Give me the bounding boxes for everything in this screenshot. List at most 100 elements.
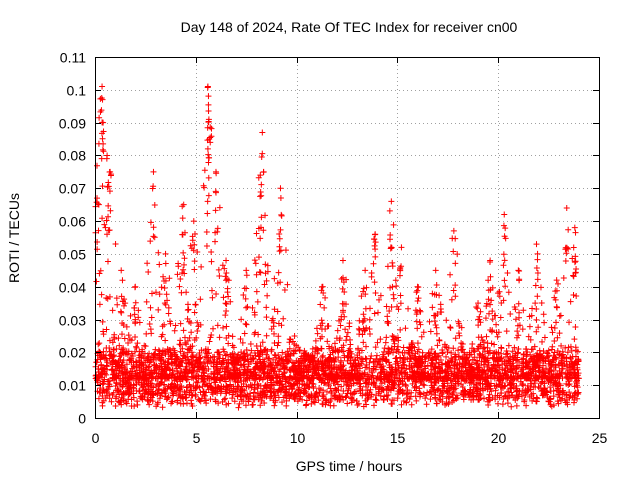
data-point [335,387,342,394]
data-point [161,381,168,388]
data-point [572,229,579,236]
data-point [556,312,563,319]
data-point [455,330,462,337]
data-point [156,386,163,393]
data-point [245,363,252,370]
data-point [444,359,451,366]
data-point [552,379,559,386]
data-point [247,381,254,388]
x-tick-label: 5 [193,430,201,446]
data-point [447,271,454,278]
data-point [223,300,230,307]
data-point [234,379,241,386]
data-point [372,253,379,260]
data-point [235,351,242,358]
data-point [502,382,509,389]
data-point [238,316,245,323]
data-point [366,389,373,396]
data-point [526,393,533,400]
data-point [328,396,335,403]
data-point [165,310,172,317]
data-point [516,276,523,283]
data-point [520,307,527,314]
data-point [374,375,381,382]
data-point [253,363,260,370]
data-point [316,373,323,380]
data-point [448,384,455,391]
data-point [383,303,390,310]
data-point [412,356,419,363]
data-point [206,338,213,345]
data-point [291,360,298,367]
y-tick-label: 0.1 [67,83,87,99]
data-point [452,353,459,360]
data-point [450,227,457,234]
data-point [572,269,579,276]
data-point [99,96,106,103]
data-point [99,135,106,142]
data-point [205,174,212,181]
data-point [343,333,350,340]
data-point [366,359,373,366]
data-point [419,375,426,382]
y-tick-label: 0.03 [59,313,86,329]
data-point [258,181,265,188]
data-point [242,320,249,327]
data-point [134,340,141,347]
data-point [383,392,390,399]
data-point [412,307,419,314]
data-point [555,400,562,407]
data-point [221,265,228,272]
data-point [364,371,371,378]
x-tick-label: 10 [290,430,306,446]
data-point [217,390,224,397]
data-point [277,185,284,192]
data-point [222,368,229,375]
data-point [148,314,155,321]
data-point [538,299,545,306]
data-point [310,357,317,364]
data-point [560,275,567,282]
data-point [177,400,184,407]
data-point [482,315,489,322]
data-point [136,362,143,369]
data-point [144,260,151,267]
data-point [251,311,258,318]
data-point [460,396,467,403]
data-point [566,319,573,326]
data-point [507,311,514,318]
data-point [263,332,270,339]
data-point [236,400,243,407]
data-point [276,248,283,255]
data-point [207,139,214,146]
data-point [172,362,179,369]
data-point [115,358,122,365]
data-point [118,267,125,274]
data-point [109,353,116,360]
data-point [456,332,463,339]
data-point [492,358,499,365]
data-point [105,179,112,186]
data-point [175,263,182,270]
data-point [325,322,332,329]
data-point [441,383,448,390]
data-point [131,304,138,311]
data-point [150,374,157,381]
data-point [164,359,171,366]
data-point [389,263,396,270]
data-point [522,346,529,353]
data-point [238,383,245,390]
data-point [240,292,247,299]
data-point [103,371,110,378]
data-point [384,383,391,390]
data-point [568,347,575,354]
data-point [264,292,271,299]
data-point [504,375,511,382]
data-point [423,401,430,408]
data-point [312,394,319,401]
data-point [539,338,546,345]
data-point [243,321,250,328]
data-point [539,373,546,380]
data-point [284,358,291,365]
data-point [481,395,488,402]
